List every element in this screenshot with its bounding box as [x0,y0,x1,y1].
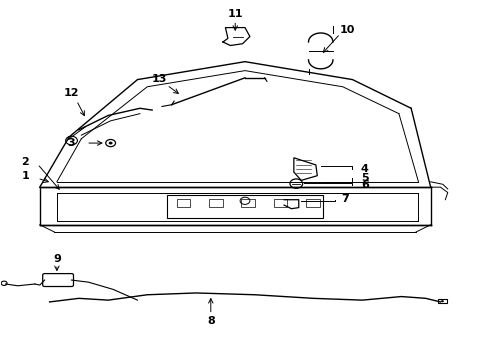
Bar [167,195,323,219]
Circle shape [441,300,444,302]
Text: 5: 5 [361,173,368,183]
Bar [274,199,288,207]
Bar [306,199,320,207]
Text: 1: 1 [21,171,29,181]
Bar [209,199,222,207]
Text: 2: 2 [21,157,29,167]
Bar [438,299,447,303]
Text: 11: 11 [227,9,243,19]
Text: 8: 8 [207,316,215,325]
Text: 13: 13 [152,74,167,84]
Text: 9: 9 [53,254,61,264]
Text: 12: 12 [64,88,79,98]
Text: 3: 3 [68,138,75,148]
Text: 6: 6 [361,180,368,190]
Text: 10: 10 [340,25,355,35]
Bar [242,199,255,207]
Text: 4: 4 [361,164,368,174]
Text: 7: 7 [342,194,349,204]
Circle shape [109,141,113,144]
Bar [176,199,190,207]
